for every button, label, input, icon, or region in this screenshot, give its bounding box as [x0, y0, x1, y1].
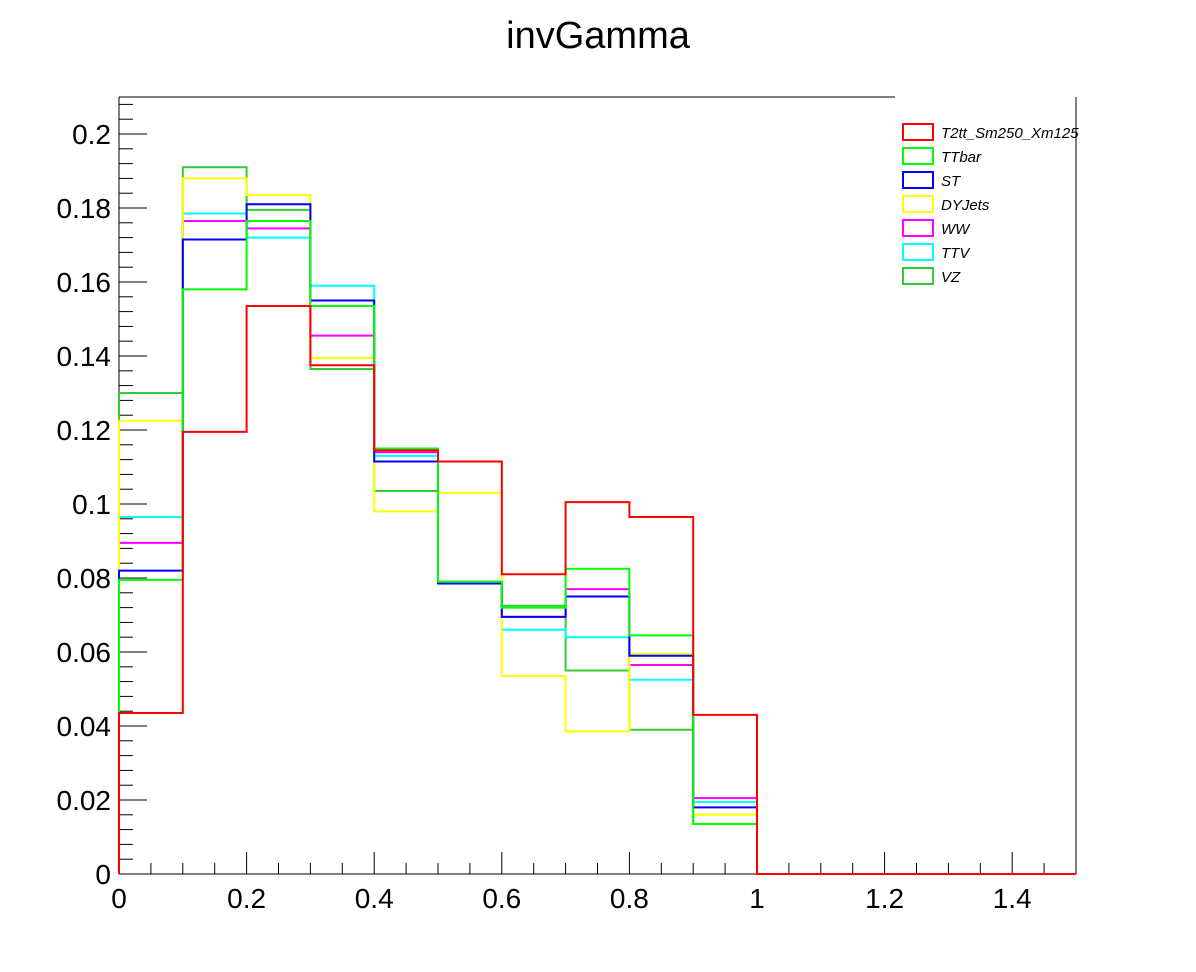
series-t2tt-sm250-xm125-line: [118, 305, 1076, 875]
legend-label-ttbar: TTbar: [941, 149, 982, 166]
y-tick-label: 0: [95, 859, 111, 890]
x-tick-label: 0.6: [482, 883, 521, 914]
legend-label-vz: VZ: [941, 269, 961, 286]
x-tick-label: 1.4: [993, 883, 1032, 914]
x-tick-label: 0.8: [610, 883, 649, 914]
series-ttbar-line: [118, 219, 1076, 875]
y-tick-label: 0.14: [57, 341, 112, 372]
legend-label-ttv: TTV: [941, 245, 971, 262]
x-tick-label: 0: [111, 883, 127, 914]
y-tick-label: 0.04: [57, 711, 112, 742]
y-tick-label: 0.06: [57, 637, 112, 668]
y-tick-label: 0.02: [57, 785, 112, 816]
chart-title: invGamma: [506, 15, 691, 57]
legend-swatch-ttv: [902, 243, 934, 261]
legend-swatch-vz: [902, 267, 934, 285]
y-tick-label: 0.1: [72, 489, 111, 520]
y-tick-label: 0.16: [57, 267, 112, 298]
legend-swatch-t2tt-sm250-xm125: [902, 123, 934, 141]
y-axis: 0 0.02 0.04 0.06 0.08 0.1 0.12 0.14 0.16 0.18 0.2: [57, 103, 147, 890]
y-tick-label: 0.2: [72, 119, 111, 150]
x-axis: 0 0.2 0.4 0.6 0.8 1 1.2 1.4: [111, 852, 1077, 914]
legend-label-dyjets: DYJets: [941, 197, 990, 214]
legend-label-st: ST: [941, 173, 962, 190]
series-st-line: [118, 203, 1076, 875]
y-tick-label: 0.08: [57, 563, 112, 594]
legend-swatch-dyjets: [902, 195, 934, 213]
x-tick-label: 1.2: [865, 883, 904, 914]
series-ww-line: [118, 219, 1076, 875]
series-group: [118, 166, 1076, 875]
x-tick-label: 0.2: [227, 883, 266, 914]
legend-swatch-ttbar: [902, 147, 934, 165]
y-tick-label: 0.18: [57, 193, 112, 224]
legend-label-t2tt-sm250-xm125: T2tt_Sm250_Xm125: [941, 125, 1079, 142]
legend-label-ww: WW: [941, 221, 971, 238]
x-tick-label: 0.4: [355, 883, 394, 914]
y-tick-label: 0.12: [57, 415, 112, 446]
legend-swatch-ww: [902, 219, 934, 237]
legend-swatch-st: [902, 171, 934, 189]
legend: T2tt_Sm250_Xm125 TTbar ST DYJets WW TTV VZ: [902, 123, 1079, 286]
plot-frame: [118, 96, 1077, 875]
x-tick-label: 1: [749, 883, 765, 914]
series-ttv-line: [118, 212, 1076, 875]
